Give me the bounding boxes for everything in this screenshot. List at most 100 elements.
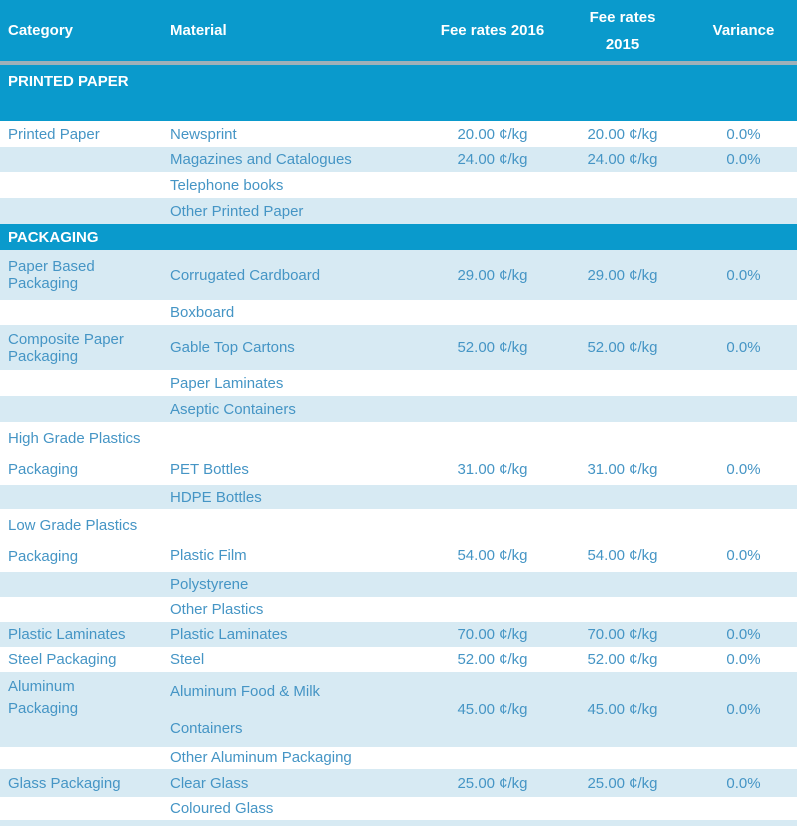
category-cell: High Grade Plastics Packaging <box>8 430 141 478</box>
table-row: Glass Packaging Clear Glass 25.00 ¢/kg 2… <box>0 769 797 797</box>
variance-cell: 0.0% <box>690 672 797 747</box>
material-cell: Corrugated Cardboard <box>165 250 430 300</box>
col-header-fee-2016: Fee rates 2016 <box>430 0 555 65</box>
material-cell: Steel <box>170 651 205 668</box>
table-row: HDPE Bottles <box>0 485 797 509</box>
fee-2015-cell <box>555 300 690 325</box>
table-row: Boxboard <box>0 300 797 325</box>
fee-2015-cell: 54.00 ¢/kg <box>587 547 658 565</box>
material-cell: Paper Laminates <box>170 374 284 392</box>
material-cell: Boxboard <box>170 304 235 321</box>
category-cell <box>0 370 165 396</box>
variance-cell: 0.0% <box>726 125 761 143</box>
fee-2015-cell: 29.00 ¢/kg <box>555 250 690 300</box>
fee-2015-cell: 45.00 ¢/kg <box>555 672 690 747</box>
table-row: High Grade Plastics Packaging <box>0 422 797 478</box>
variance-cell <box>690 509 797 539</box>
col-header-material: Material <box>165 0 430 65</box>
col-header-variance: Variance <box>690 0 797 65</box>
section-header-packaging: PACKAGING <box>0 224 797 250</box>
category-cell <box>0 396 165 422</box>
category-cell: Glass Packaging <box>0 769 165 797</box>
variance-cell: 0.0% <box>690 622 797 647</box>
material-cell: Other Printed Paper <box>165 198 430 224</box>
variance-cell: 0.0% <box>726 461 761 479</box>
table-row: PET Bottles 31.00 ¢/kg 31.00 ¢/kg 0.0% <box>0 454 797 485</box>
fee-2016-cell: 25.00 ¢/kg <box>430 769 555 797</box>
table-row: Coloured Glass <box>0 797 797 820</box>
fee-2015-cell: 24.00 ¢/kg <box>555 147 690 172</box>
fee-2015-cell: 52.00 ¢/kg <box>555 325 690 370</box>
fee-2015-cell <box>555 198 690 224</box>
fee-2016-cell: 54.00 ¢/kg <box>457 547 528 565</box>
variance-cell <box>690 396 797 422</box>
category-cell <box>0 747 165 769</box>
fee-2016-cell: 24.00 ¢/kg <box>430 147 555 172</box>
fee-2016-cell <box>430 422 555 454</box>
fee-2015-cell: 52.00 ¢/kg <box>587 651 658 668</box>
variance-cell <box>690 422 797 454</box>
category-cell: Steel Packaging <box>8 651 117 668</box>
fee-2016-cell <box>430 370 555 396</box>
fee-2015-cell <box>555 172 690 198</box>
table-row: Aluminum Packaging Aluminum Food & Milk … <box>0 672 797 747</box>
fee-2016-cell <box>430 747 555 769</box>
category-cell: Printed Paper <box>8 125 100 143</box>
fee-2016-cell <box>430 597 555 622</box>
material-cell: Telephone books <box>170 176 284 194</box>
table-row: Other Plastics <box>0 597 797 622</box>
variance-cell <box>690 300 797 325</box>
material-cell: Aluminum Food & Milk Containers <box>165 672 430 747</box>
fee-2016-cell <box>430 797 555 820</box>
material-cell: Clear Glass <box>165 769 430 797</box>
fee-2016-cell: 52.00 ¢/kg <box>457 651 528 668</box>
fee-2015-cell <box>555 572 690 597</box>
fee-2015-cell <box>555 485 690 509</box>
table-row: Polystyrene <box>0 572 797 597</box>
fee-2016-cell: 52.00 ¢/kg <box>430 325 555 370</box>
material-cell: Gable Top Cartons <box>165 325 430 370</box>
table-row: Other Printed Paper <box>0 198 797 224</box>
material-cell: HDPE Bottles <box>165 485 430 509</box>
fee-2015-cell: 20.00 ¢/kg <box>587 125 658 143</box>
category-cell: Composite Paper Packaging <box>0 325 165 370</box>
fee-2015-cell <box>555 422 690 454</box>
variance-cell <box>690 597 797 622</box>
variance-cell <box>690 485 797 509</box>
material-cell: Aseptic Containers <box>165 396 430 422</box>
table-row: Low Grade Plastics Packaging <box>0 509 797 565</box>
category-cell: Low Grade Plastics Packaging <box>8 517 138 565</box>
fee-2016-cell <box>430 172 555 198</box>
fee-2016-cell <box>430 396 555 422</box>
variance-cell <box>690 198 797 224</box>
table-row: Other Aluminum Packaging <box>0 747 797 769</box>
section-header-printed-paper: PRINTED PAPER <box>0 63 797 121</box>
header-row: Category Material Fee rates 2016 Fee rat… <box>0 0 797 65</box>
variance-cell: 0.0% <box>690 147 797 172</box>
category-cell <box>0 597 165 622</box>
variance-cell: 0.0% <box>726 651 761 668</box>
material-cell: Other Aluminum Packaging <box>170 749 352 766</box>
variance-cell <box>690 370 797 396</box>
variance-cell: 0.0% <box>690 325 797 370</box>
fee-2015-cell <box>555 509 690 539</box>
variance-cell <box>690 572 797 597</box>
category-cell <box>0 485 165 509</box>
category-cell <box>0 198 165 224</box>
col-header-category: Category <box>0 0 165 65</box>
table-row: Magazines and Catalogues 24.00 ¢/kg 24.0… <box>0 147 797 172</box>
fee-2016-cell <box>430 198 555 224</box>
table-row: Telephone books <box>0 172 797 198</box>
variance-cell <box>690 747 797 769</box>
material-cell <box>165 422 430 454</box>
material-cell: Coloured Glass <box>170 800 274 817</box>
table-header: Category Material Fee rates 2016 Fee rat… <box>0 0 797 65</box>
category-cell <box>0 300 165 325</box>
fee-2015-cell <box>555 370 690 396</box>
fee-2016-cell: 31.00 ¢/kg <box>457 461 528 479</box>
table-row: Composite Paper Packaging Gable Top Cart… <box>0 325 797 370</box>
section-title: PRINTED PAPER <box>0 63 797 121</box>
col-header-fee-2015: Fee rates 2015 <box>555 0 690 65</box>
material-cell: Polystyrene <box>165 572 430 597</box>
